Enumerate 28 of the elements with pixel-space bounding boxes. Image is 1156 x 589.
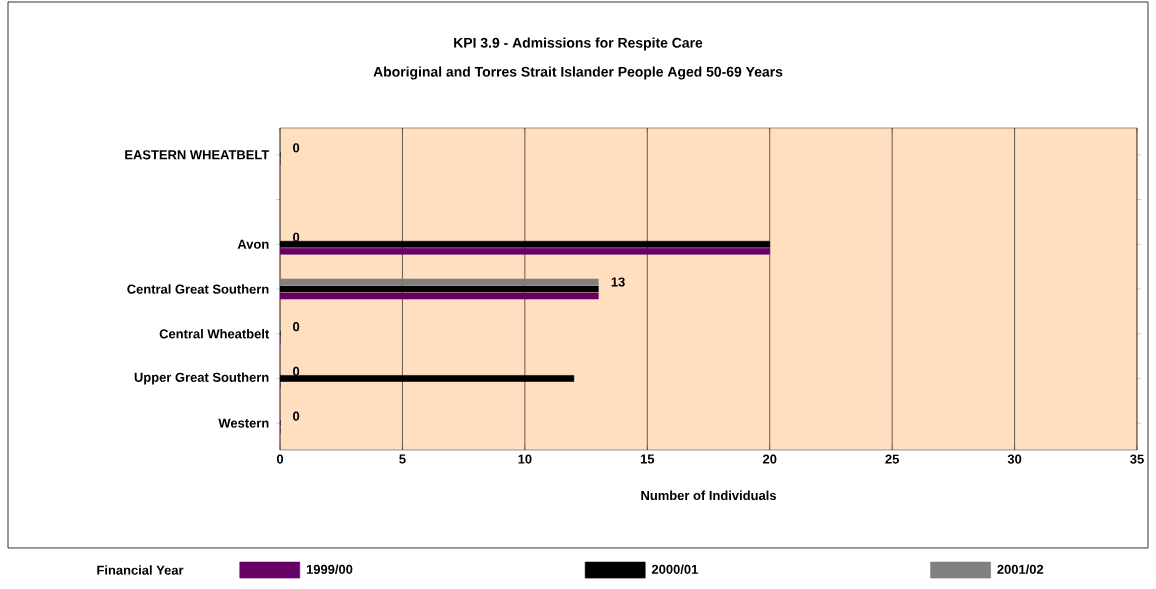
y-tick-label: Avon [237,239,269,249]
data-label: 13 [611,277,625,287]
x-tick-label: 10 [518,454,532,464]
x-tick-label: 5 [399,454,406,464]
x-tick-label: 15 [640,454,655,464]
x-tick-label: 20 [762,454,777,464]
y-tick-label: Central Great Southern [127,284,269,294]
legend-label: 2000/01 [651,564,698,575]
data-label: 0 [293,322,300,332]
chart-subtitle: Aboriginal and Torres Strait Islander People Aged 50-69 Years [373,66,783,80]
data-label: 0 [293,366,300,377]
legend-label: 1999/00 [306,564,353,575]
x-axis-title: Number of Individuals [641,490,776,501]
data-label: 0 [293,411,300,421]
legend-label: 2001/02 [997,564,1044,575]
bar [280,278,599,286]
x-tick-label: 30 [1007,454,1022,464]
y-tick-label: Central Wheatbelt [159,328,270,339]
y-tick-label: EASTERN WHEATBELT [125,150,270,160]
chart-title: KPI 3.9 - Admissions for Respite Care [454,37,703,51]
data-label: 0 [293,232,300,242]
x-tick-label: 0 [276,454,284,464]
x-tick-label: 35 [1130,454,1144,464]
data-label: 0 [293,143,300,153]
y-tick-label: Western [218,418,269,428]
legend-title: Financial Year [97,565,184,575]
x-tick-label: 25 [885,454,899,464]
y-tick-label: Upper Great Southern [134,372,269,385]
